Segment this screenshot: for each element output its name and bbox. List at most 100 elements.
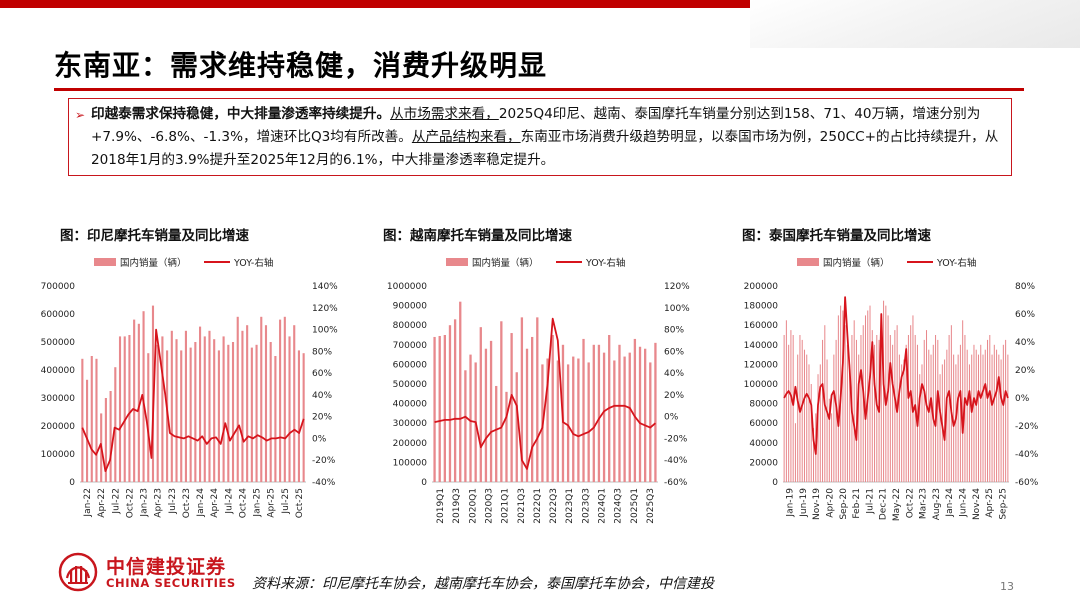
- x-tick-label: Jul-21: [865, 488, 875, 515]
- bar-sales: [901, 364, 903, 482]
- bar-sales: [864, 315, 866, 482]
- bar-sales: [790, 330, 792, 482]
- legend-swatch-bar: [94, 258, 116, 266]
- bar-sales: [255, 344, 258, 482]
- right-tick-label: -40%: [312, 478, 336, 488]
- bar-sales: [433, 336, 436, 482]
- bar-sales: [939, 374, 941, 482]
- bar-sales: [572, 356, 575, 482]
- bar-sales: [90, 356, 93, 482]
- bar-sales: [817, 374, 819, 482]
- right-tick-label: 20%: [664, 391, 684, 401]
- bar-sales: [231, 342, 235, 482]
- legend-label-line: YOY-右轴: [585, 257, 625, 269]
- bar-sales: [935, 335, 937, 482]
- bar-sales: [907, 335, 909, 482]
- bar-sales: [783, 335, 785, 482]
- right-tick-label: 140%: [312, 282, 338, 292]
- left-tick-label: 0: [421, 478, 427, 488]
- legend-label-bar: 国内销量（辆）: [120, 257, 187, 269]
- x-tick-label: 2023Q1: [565, 488, 575, 524]
- left-tick-label: 500000: [41, 338, 76, 348]
- x-tick-label: Jan-19: [786, 488, 796, 518]
- bar-sales: [1002, 344, 1004, 482]
- bar-sales: [977, 354, 979, 482]
- right-tick-label: 80%: [664, 326, 684, 336]
- x-tick-label: Jul-23: [168, 488, 178, 515]
- bar-sales: [810, 384, 812, 482]
- bar-sales: [556, 360, 559, 482]
- bar-sales: [438, 335, 441, 482]
- bar-sales: [81, 358, 84, 482]
- bar-sales: [525, 348, 529, 482]
- bar-sales: [123, 336, 126, 482]
- bar-sales: [905, 344, 907, 482]
- bar-sales: [443, 335, 446, 482]
- bar-sales: [962, 320, 964, 482]
- left-tick-label: 1000000: [387, 282, 427, 292]
- summary-structure-label: 从产品结构来看，: [411, 129, 521, 145]
- bar-sales: [213, 339, 216, 482]
- bar-sales: [217, 350, 220, 482]
- chart-legend: 国内销量（辆） YOY-右轴: [94, 257, 273, 269]
- line-yoy: [81, 328, 305, 473]
- bar-sales: [208, 330, 211, 482]
- bar-sales: [592, 344, 595, 482]
- x-tick-label: Apr-25: [267, 488, 277, 518]
- line-yoy: [434, 317, 656, 470]
- bar-sales: [566, 364, 570, 482]
- legend-label-line: YOY-右轴: [936, 257, 976, 269]
- left-tick-label: 200000: [393, 439, 428, 449]
- summary-structure-text: 东南亚市场消费升级趋势明显，以泰国市场为例，250CC+的占比持续提升，从201…: [91, 129, 999, 168]
- right-tick-label: -20%: [1015, 422, 1039, 432]
- bar-sales: [953, 354, 955, 482]
- china-securities-logo-icon: [58, 552, 98, 592]
- bar-sales: [515, 372, 518, 482]
- bar-sales: [991, 354, 993, 482]
- title-rule: [54, 88, 1024, 91]
- bar-sales: [114, 367, 117, 482]
- right-tick-label: 100%: [312, 326, 338, 336]
- bar-sales: [1000, 359, 1002, 482]
- data-source: 资料来源：印尼摩托车协会，越南摩托车协会，泰国摩托车协会，中信建投: [252, 576, 714, 592]
- left-tick-label: 40000: [749, 439, 778, 449]
- bar-sales: [975, 349, 977, 482]
- left-tick-label: 120000: [744, 360, 779, 370]
- bar-sales: [246, 325, 249, 482]
- bar-sales: [871, 330, 873, 482]
- bar-sales: [147, 353, 150, 482]
- bar-sales: [892, 344, 894, 482]
- summary-headline: 印越泰需求保持稳健，中大排量渗透率持续提升。: [91, 106, 391, 122]
- bar-sales: [808, 364, 810, 482]
- right-tick-label: 60%: [1015, 310, 1035, 320]
- bar-sales: [853, 320, 855, 482]
- x-tick-label: Jul-24: [224, 488, 234, 515]
- right-tick-label: 0%: [1015, 394, 1030, 404]
- bar-sales: [993, 344, 995, 482]
- x-tick-label: Jan-22: [83, 488, 93, 518]
- bar-sales: [842, 310, 844, 482]
- x-tick-label: Nov-24: [972, 488, 982, 520]
- bar-sales: [858, 354, 860, 482]
- x-tick-label: 2022Q3: [549, 488, 559, 524]
- right-tick-label: 60%: [664, 347, 684, 357]
- bar-sales: [930, 354, 932, 482]
- x-tick-label: Jan-25: [253, 488, 263, 518]
- bar-sales: [104, 398, 107, 482]
- right-tick-label: 0%: [312, 434, 327, 444]
- bar-sales: [459, 301, 462, 482]
- left-tick-label: 20000: [749, 458, 778, 468]
- bar-sales: [860, 335, 862, 482]
- bar-sales: [448, 325, 452, 482]
- right-tick-label: -40%: [1015, 450, 1039, 460]
- chart-legend: 国内销量（辆） YOY-右轴: [797, 257, 976, 269]
- bar-sales: [479, 327, 482, 482]
- x-tick-label: Aug-23: [932, 488, 942, 520]
- bar-sales: [885, 305, 887, 482]
- bar-sales: [531, 336, 534, 482]
- x-tick-label: 2025Q3: [646, 488, 656, 524]
- bar-sales: [797, 354, 799, 482]
- legend-swatch-bar: [797, 258, 819, 266]
- bar-sales: [984, 349, 986, 482]
- bar-sales: [996, 349, 998, 482]
